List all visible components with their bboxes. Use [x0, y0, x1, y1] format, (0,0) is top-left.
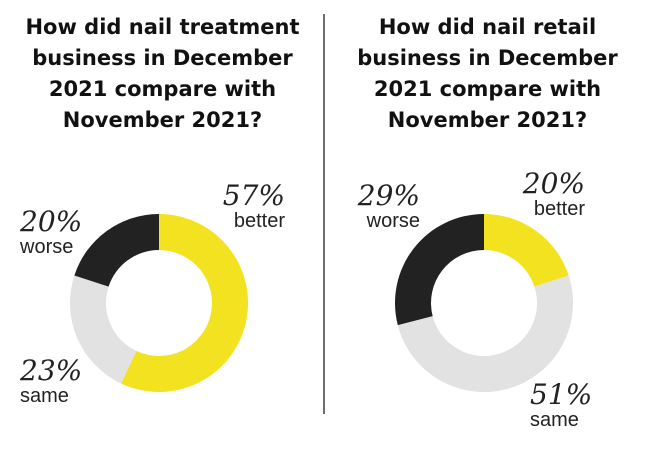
category-better: better: [533, 198, 585, 220]
title-line: November 2021?: [62, 108, 263, 132]
category-same: same: [20, 385, 69, 407]
title-line: 2021 compare with: [373, 77, 602, 101]
value-same: 51%: [530, 378, 593, 411]
retail-donut-chart: [395, 214, 573, 393]
donut-slice-worse: [74, 214, 159, 287]
donut-slice-better: [121, 214, 248, 392]
title-line: business in December: [32, 46, 293, 70]
donut-slice-same: [70, 275, 137, 384]
title-line: How did nail treatment: [25, 15, 300, 39]
title-line: business in December: [357, 46, 618, 70]
label-same: 51% same: [530, 378, 610, 432]
donut-slice-better: [484, 214, 569, 287]
retail-panel: How did nail retail business in December…: [325, 0, 650, 453]
category-worse: worse: [20, 236, 74, 258]
value-better: 57%: [222, 179, 285, 212]
donut-slice-worse: [395, 214, 484, 326]
panel-divider: [323, 14, 325, 414]
label-worse: 29% worse: [335, 179, 420, 233]
value-better: 20%: [522, 167, 585, 200]
title-line: 2021 compare with: [48, 77, 277, 101]
value-worse: 29%: [357, 179, 420, 212]
treatment-panel: How did nail treatment business in Decem…: [10, 12, 315, 408]
category-better: better: [233, 210, 285, 232]
label-better: 57% better: [195, 179, 285, 233]
category-same: same: [530, 409, 579, 431]
label-same: 23% same: [20, 354, 100, 408]
title-line: November 2021?: [387, 108, 588, 132]
label-worse: 20% worse: [20, 205, 100, 259]
chart-title: How did nail retail business in December…: [335, 12, 640, 136]
donut-slice-same: [397, 275, 573, 393]
value-same: 23%: [20, 354, 83, 387]
treatment-donut-chart: [70, 214, 248, 392]
chart-title: How did nail treatment business in Decem…: [10, 12, 315, 136]
label-better: 20% better: [495, 167, 585, 221]
title-line: How did nail retail: [378, 15, 597, 39]
category-worse: worse: [366, 210, 420, 232]
value-worse: 20%: [20, 205, 83, 238]
